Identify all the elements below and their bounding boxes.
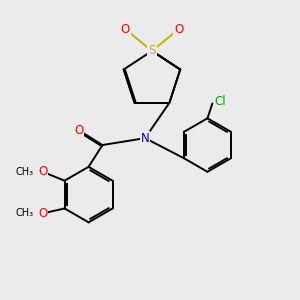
Text: N: N [141,132,149,145]
Text: CH₃: CH₃ [16,208,34,218]
Text: Cl: Cl [214,95,226,108]
Text: O: O [74,124,83,137]
Text: O: O [121,22,130,36]
Text: O: O [174,22,183,36]
Text: N: N [141,132,149,145]
Text: O: O [38,165,47,178]
Text: S: S [148,44,156,57]
Text: CH₃: CH₃ [16,167,34,177]
Text: O: O [38,207,47,220]
